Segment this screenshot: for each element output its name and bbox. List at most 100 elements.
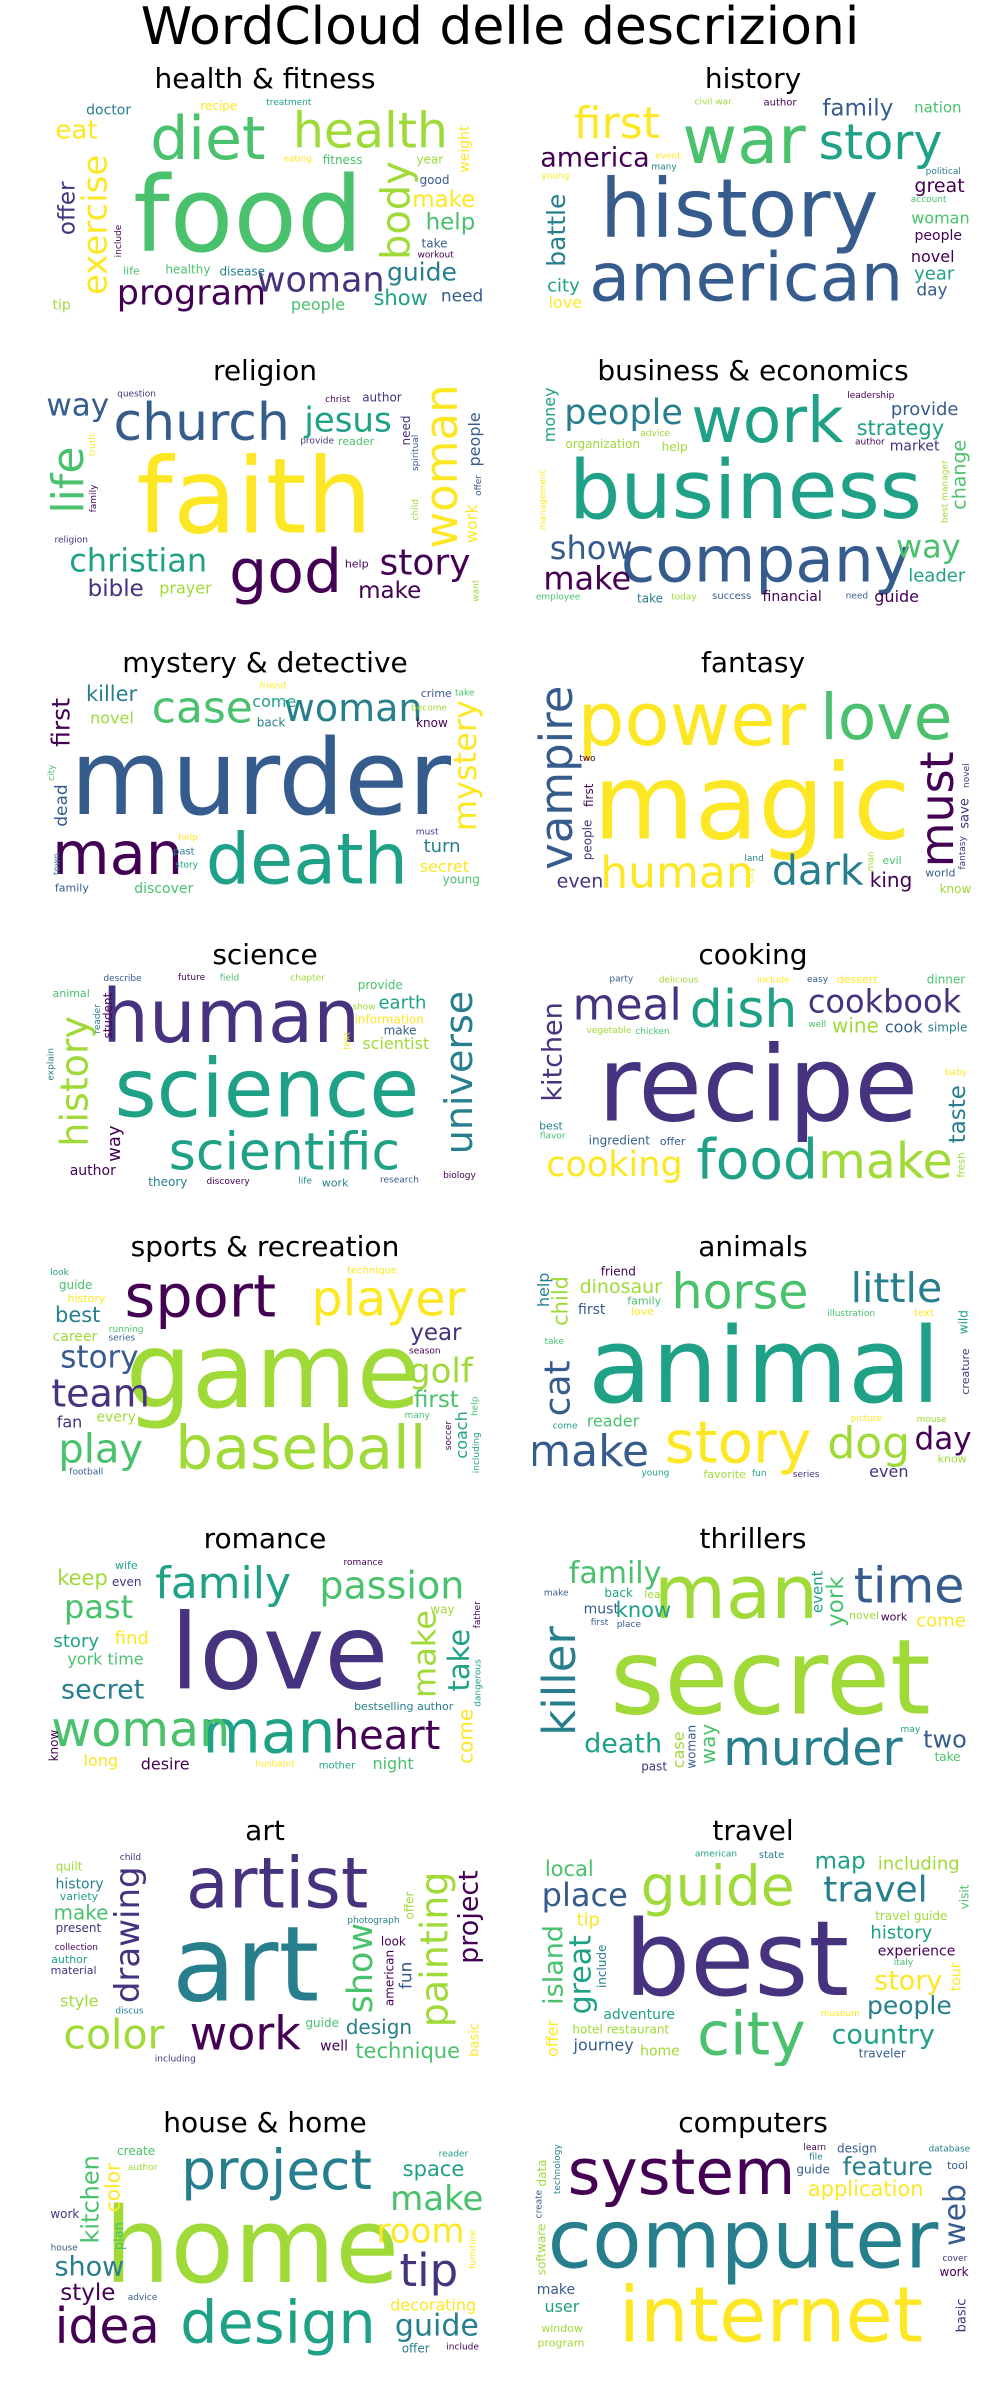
cloud-word: family: [569, 1556, 662, 1591]
cloud-word: space: [403, 2157, 465, 2181]
cloud-word: romance: [344, 1558, 384, 1568]
cloud-word: guide: [395, 2309, 479, 2344]
cloud-word: story: [819, 114, 943, 171]
cloud-word: offer: [402, 1891, 416, 1919]
cloud-word: program: [537, 2337, 584, 2350]
wordcloud-title: mystery & detective: [122, 646, 408, 679]
cloud-word: series: [109, 1334, 136, 1344]
cloud-word: father: [473, 1601, 483, 1628]
cloud-word: make: [406, 1610, 444, 1698]
wordcloud-canvas: recipe food dish cooking cookbook make meal coo…: [533, 972, 973, 1190]
cloud-word: evil: [882, 854, 901, 867]
cloud-word: soccer: [444, 1421, 454, 1451]
cloud-word: style: [60, 2280, 115, 2306]
cloud-word: long: [83, 1751, 118, 1770]
cloud-word: woman: [685, 1725, 699, 1769]
cloud-word: must: [910, 751, 964, 867]
cloud-word: picture: [851, 1414, 883, 1424]
cloud-word: city: [47, 764, 57, 781]
cloud-word: land: [744, 854, 763, 864]
cloud-word: room: [377, 2212, 465, 2252]
wordcloud-title: health & fitness: [154, 62, 376, 95]
cloud-word: novel: [911, 247, 955, 266]
cloud-word: even: [112, 1575, 141, 1589]
cloud-word: disease: [219, 264, 265, 278]
cloud-word: event: [809, 1570, 827, 1613]
cloud-word: change: [948, 440, 970, 510]
cloud-word: way: [696, 1724, 720, 1765]
cloud-word: well: [320, 2038, 348, 2054]
cloud-word: health: [293, 102, 448, 159]
cloud-word: way: [896, 527, 961, 565]
wordcloud-panel: thrillers secret man murder killer york time fa…: [533, 1522, 973, 1774]
cloud-word: golf: [409, 1351, 474, 1391]
cloud-word: child: [120, 1853, 141, 1863]
cloud-word: war: [682, 101, 806, 179]
cloud-word: employee: [536, 593, 581, 603]
cloud-word: weight: [457, 125, 473, 173]
cloud-word: friend: [260, 682, 286, 692]
cloud-word: animal: [53, 987, 90, 1000]
cloud-word: sport: [125, 1264, 277, 1331]
cloud-word: look: [381, 1935, 406, 1949]
wordcloud-title: fantasy: [700, 646, 806, 679]
cloud-word: project: [181, 2140, 372, 2202]
wordcloud-canvas: best city guide travel country hotel restaura…: [533, 1848, 973, 2066]
cloud-word: wine: [832, 1014, 879, 1038]
cloud-word: history: [68, 1292, 106, 1305]
wordcloud-canvas: love man woman family heart passion secret york…: [45, 1556, 485, 1774]
cloud-word: novel: [849, 1609, 879, 1622]
cloud-word: work: [50, 2207, 79, 2221]
cloud-word: well: [808, 1020, 826, 1030]
cloud-word: past: [173, 846, 195, 857]
cloud-word: heart: [334, 1713, 441, 1759]
wordcloud-canvas: history war american story america first great…: [533, 96, 973, 314]
cloud-word: great: [914, 175, 964, 197]
cloud-word: explain: [46, 1048, 56, 1081]
cloud-word: show: [54, 2252, 124, 2283]
wordcloud-title: animals: [698, 1230, 808, 1263]
cloud-word: provide: [300, 436, 334, 446]
cloud-word: family: [89, 484, 99, 512]
cloud-word: leadership: [847, 391, 894, 401]
cloud-word: show: [373, 286, 427, 310]
cloud-word: future: [178, 973, 206, 983]
cloud-word: king: [870, 868, 913, 892]
cloud-word: dangerous: [473, 1659, 483, 1707]
cloud-word: variety: [60, 1890, 99, 1903]
cloud-word: tool: [947, 2159, 968, 2172]
wordcloud-canvas: faith god church christian story jesus woman bi…: [45, 388, 485, 606]
cloud-word: doctor: [86, 102, 131, 118]
cloud-word: work: [940, 2265, 969, 2279]
cloud-word: human: [102, 974, 360, 1060]
cloud-word: civil war: [695, 98, 733, 108]
wordcloud-canvas: murder death mystery man case woman killer secr…: [45, 680, 485, 898]
cloud-word: fan: [57, 1413, 83, 1432]
cloud-word: history: [600, 163, 879, 257]
cloud-word: include: [114, 224, 124, 257]
cloud-word: back: [257, 716, 286, 730]
cloud-word: artist: [186, 1848, 369, 1924]
cloud-word: truth: [88, 434, 98, 456]
cloud-word: workout: [418, 250, 455, 260]
page-title: WordCloud delle descrizioni: [140, 0, 860, 57]
cloud-word: cover: [942, 2254, 967, 2264]
cloud-word: food: [133, 154, 363, 276]
cloud-word: local: [545, 1857, 594, 1881]
cloud-word: include: [757, 976, 790, 986]
cloud-word: tip: [399, 2244, 458, 2297]
wordcloud-title: travel: [712, 1814, 794, 1847]
cloud-word: child: [411, 499, 421, 520]
cloud-word: secret: [610, 1616, 931, 1738]
cloud-word: design: [837, 2141, 877, 2155]
cloud-word: reader: [439, 2150, 469, 2160]
cloud-word: american: [695, 1850, 737, 1860]
wordcloud-canvas: secret man murder killer york time family case k…: [533, 1556, 973, 1774]
cloud-word: strategy: [857, 416, 945, 440]
cloud-word: people: [564, 393, 683, 433]
cloud-word: husband: [255, 1759, 294, 1769]
cloud-word: cookbook: [808, 982, 962, 1020]
cloud-word: dinosaur: [580, 1276, 663, 1298]
